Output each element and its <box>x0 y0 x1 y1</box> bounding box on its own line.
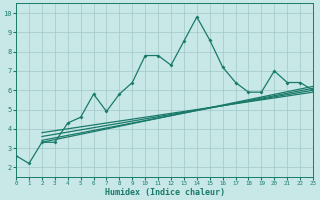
X-axis label: Humidex (Indice chaleur): Humidex (Indice chaleur) <box>105 188 225 197</box>
